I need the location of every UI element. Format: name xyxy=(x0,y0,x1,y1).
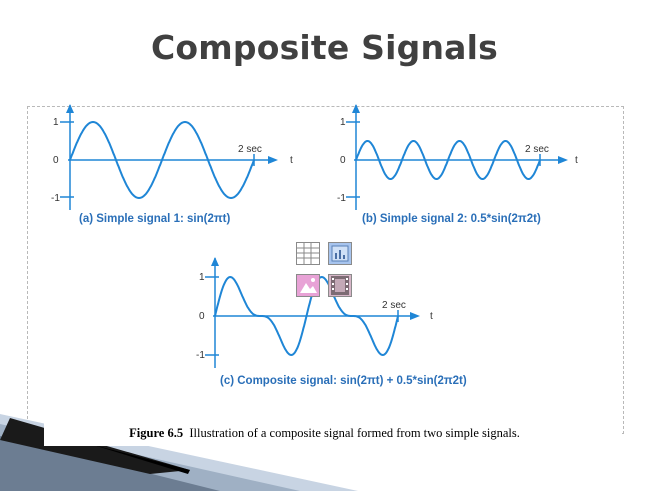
panel-a-ytick-neg1: -1 xyxy=(51,193,60,204)
figure-caption-label: Figure 6.5 xyxy=(129,426,184,440)
panel-b-label: (b) Simple signal 2: 0.5*sin(2π2t) xyxy=(362,213,541,225)
panel-a-waveform xyxy=(69,121,255,199)
panel-c-ytick-1: 1 xyxy=(199,272,205,283)
panel-b-x-arrow xyxy=(558,156,568,164)
panel-b-y-arrow xyxy=(352,104,360,113)
panel-a-y-arrow xyxy=(66,104,74,113)
media-icon[interactable] xyxy=(328,274,352,297)
panel-c-waveform xyxy=(214,275,399,357)
panel-a-t-label: t xyxy=(290,155,293,166)
panel-b-waveform xyxy=(355,140,541,180)
chart-icon[interactable] xyxy=(328,242,352,265)
panel-c: 1 0 -1 2 sec t (c) Composite signal: sin… xyxy=(196,257,467,387)
panel-b-ytick-1: 1 xyxy=(340,117,346,128)
panel-b-ytick-0: 0 xyxy=(340,155,346,166)
panel-c-label: (c) Composite signal: sin(2πt) + 0.5*sin… xyxy=(220,375,467,387)
panel-a-x-arrow xyxy=(268,156,278,164)
panel-b-period-label: 2 sec xyxy=(525,144,549,155)
panel-c-period-label: 2 sec xyxy=(382,300,406,311)
picture-icon[interactable] xyxy=(296,274,320,297)
panel-b: 1 0 -1 2 sec t (b) Simple signal 2: 0.5*… xyxy=(337,104,578,225)
figure-caption: Figure 6.5 Illustration of a composite s… xyxy=(0,426,649,441)
panel-a: 1 0 -1 2 sec t (a) Simple signal 1: sin(… xyxy=(51,104,293,225)
slide-title: Composite Signals xyxy=(151,28,498,67)
panel-c-x-arrow xyxy=(410,312,420,320)
panel-b-t-label: t xyxy=(575,155,578,166)
panel-a-ytick-0: 0 xyxy=(53,155,59,166)
panel-c-ytick-0: 0 xyxy=(199,311,205,322)
panel-b-ytick-neg1: -1 xyxy=(337,193,346,204)
table-icon[interactable] xyxy=(296,242,320,265)
panel-a-label: (a) Simple signal 1: sin(2πt) xyxy=(79,213,230,225)
content-placeholder-icons xyxy=(296,242,356,300)
panel-c-t-label: t xyxy=(430,311,433,322)
panel-a-ytick-1: 1 xyxy=(53,117,59,128)
panel-c-ytick-neg1: -1 xyxy=(196,350,205,361)
panel-a-period-label: 2 sec xyxy=(238,144,262,155)
figure-caption-text: Illustration of a composite signal forme… xyxy=(189,426,520,440)
panel-c-y-arrow xyxy=(211,257,219,266)
